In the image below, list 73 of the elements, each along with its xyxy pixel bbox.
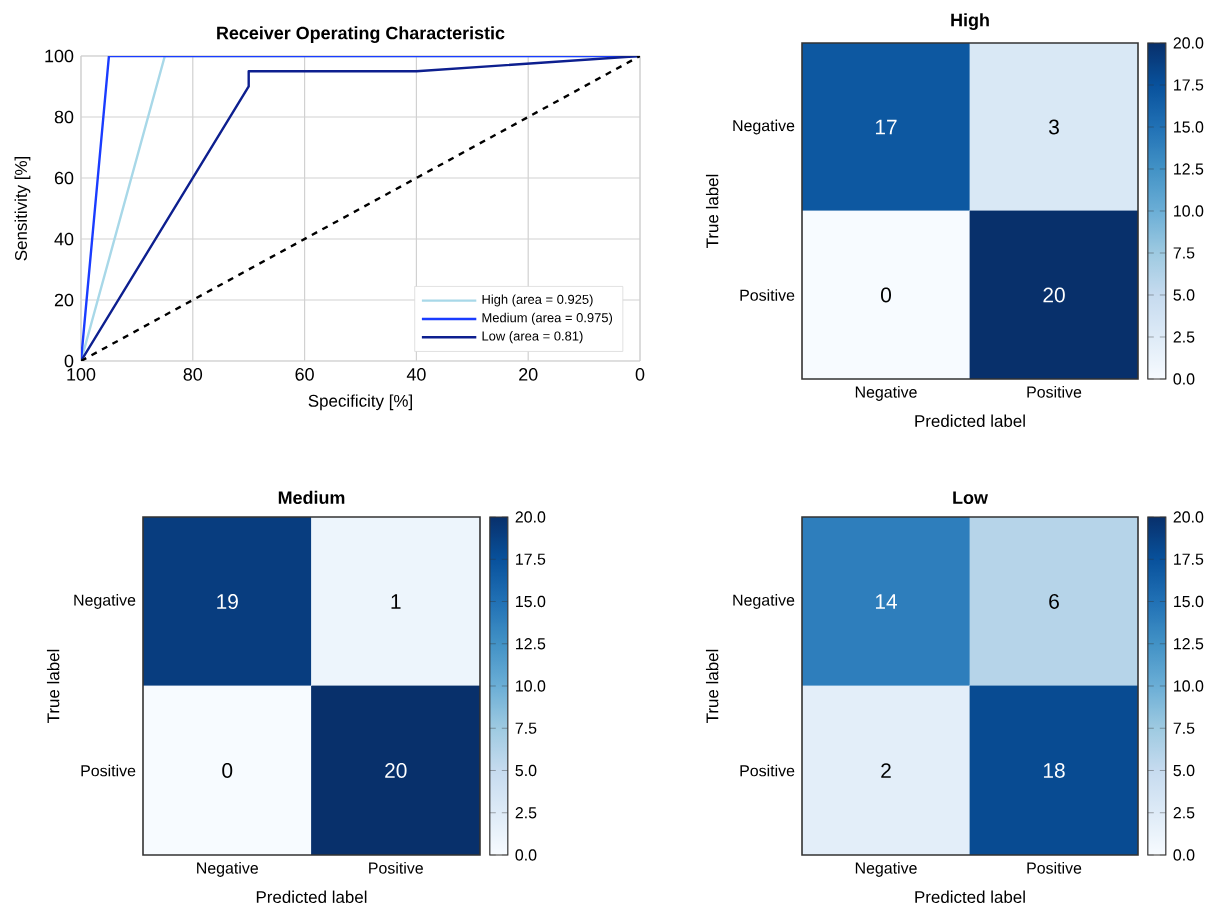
color-bar-label: 10.0 xyxy=(516,680,546,692)
data-label: 6 xyxy=(1049,594,1059,609)
color-bar-label: 0.0 xyxy=(1173,373,1195,385)
color-bar-label: 5.0 xyxy=(1173,289,1195,301)
y-axis-title: True label xyxy=(705,649,719,723)
chart-title: Receiver Operating Characteristic xyxy=(217,26,505,43)
x-tick-label: Positive xyxy=(369,862,423,874)
data-label: 1 xyxy=(391,594,401,609)
data-label: 3 xyxy=(1048,119,1059,135)
data-label: 2 xyxy=(881,763,891,778)
color-bar-label: 2.5 xyxy=(515,807,537,819)
legend-label: Low (area = 0.81) xyxy=(482,331,583,344)
color-bar-label: 15.0 xyxy=(1174,121,1204,133)
x-tick-label: 40 xyxy=(406,368,426,381)
color-bar-label: 12.5 xyxy=(1174,163,1204,175)
x-tick-label: Positive xyxy=(1027,862,1082,874)
y-tick-label: 60 xyxy=(54,171,74,185)
y-tick-label: Positive xyxy=(740,764,795,777)
data-label: 19 xyxy=(217,594,238,609)
x-tick-label: 60 xyxy=(295,368,314,381)
color-bar-label: 7.5 xyxy=(1173,722,1195,734)
y-tick-label: 100 xyxy=(45,49,74,63)
legend-label: High (area = 0.925) xyxy=(482,294,593,307)
color-bar-label: 12.5 xyxy=(1174,638,1204,650)
data-label: 17 xyxy=(875,119,897,135)
y-axis-title: True label xyxy=(46,649,60,723)
color-bar-label: 15.0 xyxy=(516,595,546,608)
y-axis-title: True label xyxy=(705,174,719,248)
color-bar-label: 2.5 xyxy=(1173,807,1195,819)
data-label: 14 xyxy=(875,594,898,609)
x-axis-title: Predicted label xyxy=(256,890,367,904)
color-bar-label: 10.0 xyxy=(1174,680,1204,692)
color-bar-label: 12.5 xyxy=(516,638,546,650)
data-label: 0 xyxy=(222,763,233,778)
x-axis-title: Predicted label xyxy=(915,890,1025,904)
y-axis-title: Sensitivity [%] xyxy=(14,157,31,261)
x-axis-title: Specificity [%] xyxy=(308,394,412,411)
y-tick-label: 80 xyxy=(54,110,74,124)
x-tick-label: Negative xyxy=(855,862,917,877)
color-bar-label: 10.0 xyxy=(1174,205,1204,217)
y-tick-label: Negative xyxy=(733,594,795,609)
y-tick-label: Negative xyxy=(733,119,795,135)
x-tick-label: 80 xyxy=(183,368,203,381)
y-tick-label: 20 xyxy=(54,293,74,307)
color-bar-label: 2.5 xyxy=(1173,331,1195,343)
data-label: 18 xyxy=(1043,763,1065,778)
color-bar-label: 17.5 xyxy=(1174,79,1204,91)
x-tick-label: 0 xyxy=(635,368,645,381)
color-bar-label: 5.0 xyxy=(515,764,537,777)
data-label: 20 xyxy=(1043,287,1065,303)
color-bar-label: 20.0 xyxy=(1173,511,1204,523)
x-tick-label: Negative xyxy=(197,862,258,877)
color-bar-label: 7.5 xyxy=(515,722,537,734)
y-tick-label: 0 xyxy=(64,354,74,368)
color-bar-label: 20.0 xyxy=(1173,37,1204,49)
color-bar-label: 5.0 xyxy=(1173,764,1195,777)
x-tick-label: 20 xyxy=(519,368,538,381)
data-label: 0 xyxy=(881,287,891,303)
color-bar-label: 17.5 xyxy=(516,553,546,565)
color-bar-label: 0.0 xyxy=(1173,849,1195,861)
color-bar-label: 7.5 xyxy=(1173,247,1195,259)
data-label: 20 xyxy=(385,763,407,778)
chart-title: High xyxy=(951,13,989,30)
chart-title: Medium xyxy=(278,490,345,504)
color-bar-label: 15.0 xyxy=(1174,595,1204,608)
x-axis-title: Predicted label xyxy=(915,414,1025,427)
legend-label: Medium (area = 0.975) xyxy=(482,312,613,325)
y-tick-label: Positive xyxy=(740,289,795,301)
chart-title: Low xyxy=(953,491,988,504)
color-bar-label: 17.5 xyxy=(1174,553,1204,565)
color-bar-label: 0.0 xyxy=(515,849,537,861)
y-tick-label: 40 xyxy=(54,232,74,246)
color-bar-label: 20.0 xyxy=(515,511,546,523)
